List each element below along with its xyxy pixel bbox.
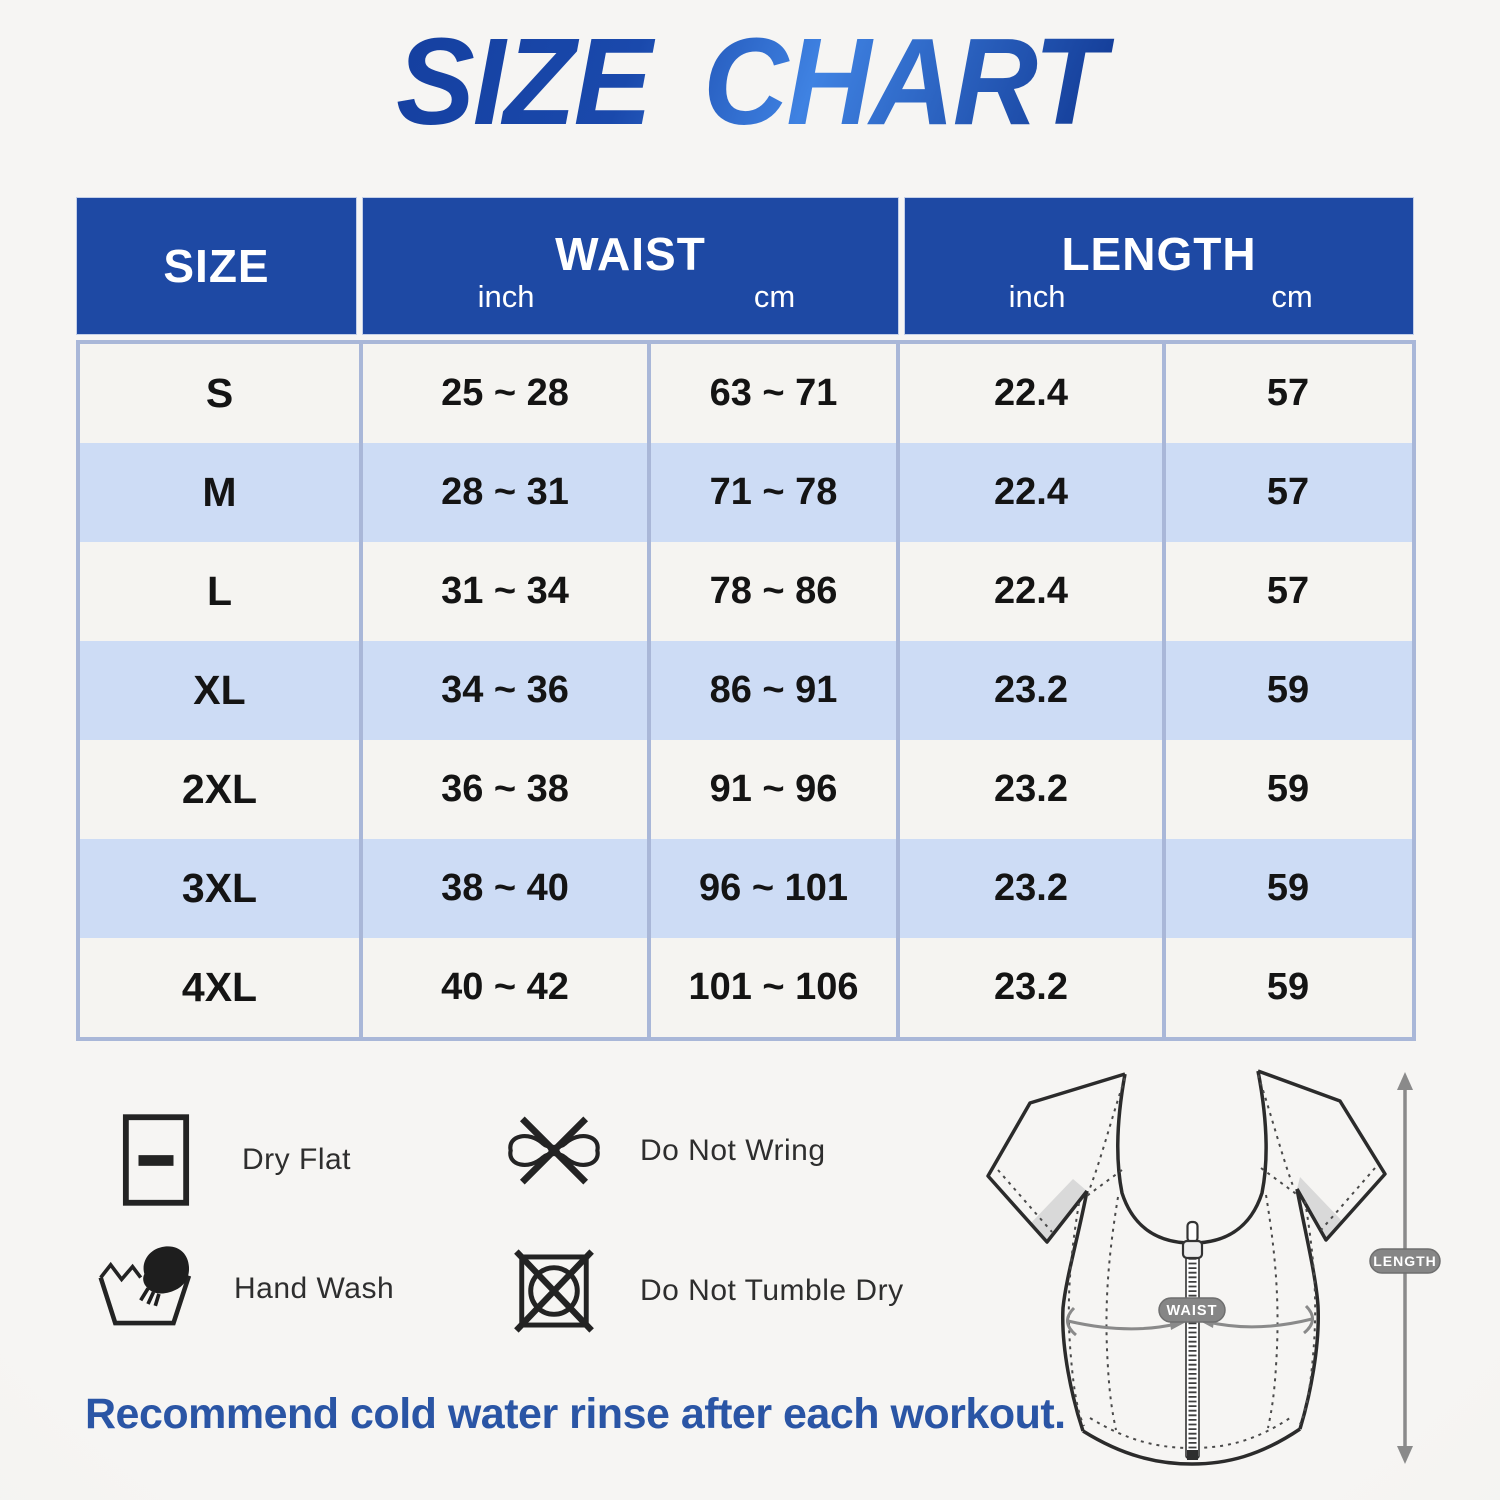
care-item-dry-flat: Dry Flat <box>100 1112 351 1208</box>
header-waist-label: WAIST <box>555 228 706 280</box>
cell-waist-inch: 38 ~ 40 <box>363 839 651 938</box>
care-label: Do Not Tumble Dry <box>640 1274 904 1307</box>
zipper-slider <box>1181 1239 1204 1260</box>
hand-wash-icon <box>92 1243 204 1334</box>
cell-length-cm: 59 <box>1266 768 1310 810</box>
cell-waist-inch: 28 ~ 31 <box>363 443 651 542</box>
waist-badge: WAIST <box>1158 1297 1226 1323</box>
table-row-4xl: 4XL 40 ~ 42 101 ~ 106 23.2 59 <box>80 938 1412 1037</box>
cell-size: 4XL <box>80 938 363 1037</box>
length-badge: LENGTH <box>1369 1248 1441 1274</box>
cell-waist-cm: 71 ~ 78 <box>651 443 900 542</box>
length-badge-label: LENGTH <box>1373 1253 1437 1269</box>
care-label: Do Not Wring <box>640 1133 826 1167</box>
header-waist-group: WAIST inch cm <box>362 197 899 335</box>
cell-size: 2XL <box>80 740 363 839</box>
care-item-do-not-wring: Do Not Wring <box>498 1112 826 1189</box>
page-title: SIZE CHART <box>0 11 1500 154</box>
header-length-units: inch cm <box>904 279 1414 315</box>
header-length-label: LENGTH <box>1061 228 1257 280</box>
table-row-m: M 28 ~ 31 71 ~ 78 22.4 57 <box>80 443 1412 542</box>
cell-length-inch: 23.2 <box>900 938 1166 1037</box>
cell-length-cm: 59 <box>1266 867 1310 909</box>
table-body: S 25 ~ 28 63 ~ 71 22.4 57 M 28 ~ 31 71 ~… <box>76 340 1416 1041</box>
cell-waist-cm: 91 ~ 96 <box>651 740 900 839</box>
cell-waist-inch: 31 ~ 34 <box>363 542 651 641</box>
cell-length-inch: 22.4 <box>900 542 1166 641</box>
cell-size: S <box>80 344 363 443</box>
cell-size: L <box>80 542 363 641</box>
cell-length-cm: 59 <box>1266 966 1310 1008</box>
table-row-3xl: 3XL 38 ~ 40 96 ~ 101 23.2 59 <box>80 839 1412 938</box>
seam-stitch-lines <box>997 1074 1376 1450</box>
garment-diagram: WAIST LENGTH <box>986 1069 1441 1466</box>
table-row-s: S 25 ~ 28 63 ~ 71 22.4 57 <box>80 344 1412 443</box>
care-item-do-not-tumble-dry: Do Not Tumble Dry <box>498 1246 904 1336</box>
care-label: Hand Wash <box>234 1271 395 1305</box>
care-item-hand-wash: Hand Wash <box>92 1243 394 1334</box>
cell-waist-inch: 40 ~ 42 <box>363 938 651 1037</box>
waist-badge-label: WAIST <box>1167 1303 1218 1319</box>
zipper-pull <box>1186 1220 1199 1244</box>
cell-waist-cm: 63 ~ 71 <box>651 344 900 443</box>
do-not-wring-icon <box>498 1112 610 1189</box>
waist-cm-unit: cm <box>753 279 796 314</box>
footer-note: Recommend cold water rinse after each wo… <box>85 1390 1066 1438</box>
table-row-2xl: 2XL 36 ~ 38 91 ~ 96 23.2 59 <box>80 740 1412 839</box>
cell-length-inch: 23.2 <box>900 839 1166 938</box>
cell-waist-cm: 78 ~ 86 <box>651 542 900 641</box>
cell-length-cm: 57 <box>1266 471 1310 513</box>
care-label: Dry Flat <box>242 1143 351 1176</box>
garment-outline <box>986 1069 1387 1466</box>
cell-length-cm: 57 <box>1266 570 1310 612</box>
cell-length-inch: 23.2 <box>900 641 1166 740</box>
cell-waist-inch: 34 ~ 36 <box>363 641 651 740</box>
underarm-shading-right <box>1297 1177 1343 1240</box>
cell-size: 3XL <box>80 839 363 938</box>
table-row-xl: XL 34 ~ 36 86 ~ 91 23.2 59 <box>80 641 1412 740</box>
table-row-l: L 31 ~ 34 78 ~ 86 22.4 57 <box>80 542 1412 641</box>
cell-waist-cm: 96 ~ 101 <box>651 839 900 938</box>
cell-length-cm: 57 <box>1266 372 1310 414</box>
waist-arrows <box>1066 1304 1314 1337</box>
cell-size: M <box>80 443 363 542</box>
do-not-tumble-dry-icon <box>498 1246 610 1336</box>
table-header-row: SIZE WAIST inch cm LENGTH inch cm <box>76 197 1416 335</box>
cell-waist-cm: 101 ~ 106 <box>651 938 900 1037</box>
cell-length-inch: 23.2 <box>900 740 1166 839</box>
underarm-shading-left <box>1030 1179 1087 1242</box>
header-size: SIZE <box>76 197 357 335</box>
dry-flat-icon <box>100 1112 212 1208</box>
waist-inch-unit: inch <box>477 279 535 314</box>
cell-waist-inch: 25 ~ 28 <box>363 344 651 443</box>
header-waist-units: inch cm <box>362 279 899 315</box>
size-table: SIZE WAIST inch cm LENGTH inch cm S 25 ~… <box>76 197 1416 1041</box>
header-length-group: LENGTH inch cm <box>904 197 1414 335</box>
length-cm-unit: cm <box>1271 279 1313 314</box>
cell-waist-inch: 36 ~ 38 <box>363 740 651 839</box>
cell-length-cm: 59 <box>1266 669 1310 711</box>
cell-length-inch: 22.4 <box>900 344 1166 443</box>
cell-size: XL <box>80 641 363 740</box>
length-inch-unit: inch <box>1008 279 1066 314</box>
cell-length-inch: 22.4 <box>900 443 1166 542</box>
zipper <box>1181 1220 1204 1460</box>
cell-waist-cm: 86 ~ 91 <box>651 641 900 740</box>
